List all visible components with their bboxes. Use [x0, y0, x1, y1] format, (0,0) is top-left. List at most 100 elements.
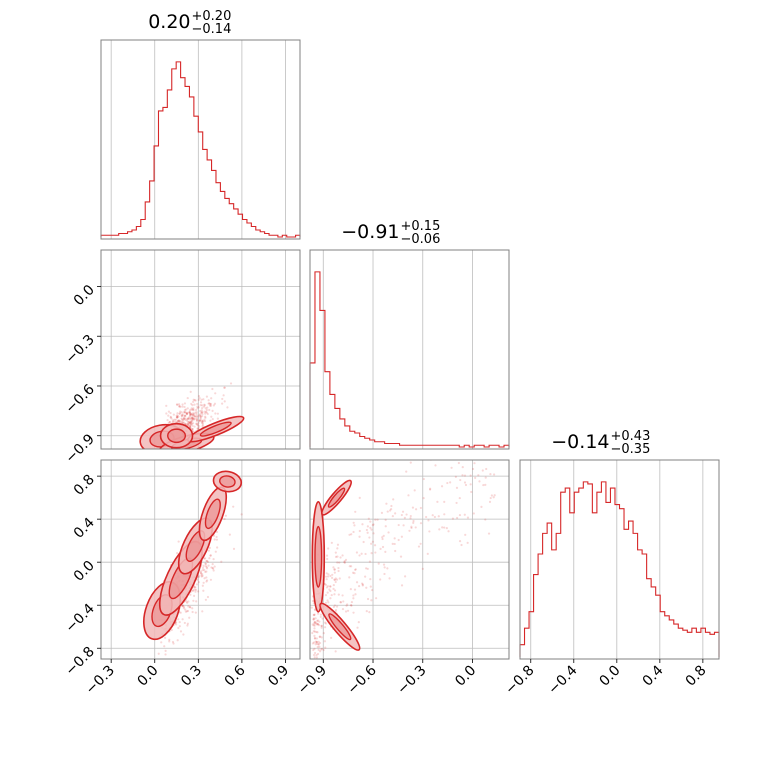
sample-point: [182, 421, 185, 424]
sample-point: [313, 608, 317, 611]
sample-point: [324, 601, 328, 604]
sample-point: [182, 633, 185, 636]
sample-point: [201, 420, 205, 423]
sample-point: [188, 424, 191, 427]
sample-point: [405, 513, 408, 516]
sample-point: [192, 409, 195, 412]
sample-point: [451, 517, 455, 520]
sample-point: [311, 623, 314, 626]
sample-point: [317, 624, 321, 627]
sample-point: [343, 561, 346, 564]
sample-point: [315, 623, 319, 626]
y-tick-label-2: −0.9: [62, 431, 97, 466]
sample-point: [410, 526, 413, 530]
sample-point: [380, 511, 384, 514]
sample-point: [370, 552, 373, 555]
sample-point: [318, 645, 321, 648]
sample-point: [209, 404, 213, 407]
title-value-2: −0.91: [341, 221, 399, 243]
sample-point: [191, 428, 194, 431]
sample-point: [211, 387, 214, 391]
sample-point: [333, 578, 336, 581]
sample-point: [203, 577, 206, 580]
sample-point: [188, 422, 191, 425]
sample-point: [201, 422, 204, 425]
histogram-1: [100, 61, 301, 238]
sample-point: [320, 626, 323, 629]
sample-point: [181, 413, 184, 417]
sample-point: [422, 497, 425, 500]
density-contour-inner: [219, 475, 236, 488]
sample-point: [325, 572, 328, 575]
sample-point: [178, 419, 181, 423]
sample-point: [197, 406, 200, 409]
sample-point: [352, 530, 355, 534]
sample-point: [326, 575, 330, 578]
sample-point: [384, 518, 387, 522]
sample-point: [224, 514, 227, 517]
sample-point: [335, 605, 339, 608]
sample-point: [349, 604, 353, 607]
sample-point: [312, 653, 316, 657]
sample-point: [209, 419, 212, 422]
x-tick-label-1: 0.0: [135, 663, 162, 690]
sample-point: [382, 563, 386, 566]
sample-point: [189, 606, 192, 609]
sample-point: [192, 589, 195, 592]
sample-point: [184, 418, 187, 421]
sample-point: [204, 570, 207, 574]
sample-point: [186, 417, 190, 420]
sample-point: [318, 635, 322, 638]
sample-point: [188, 411, 191, 414]
sample-point: [190, 422, 194, 425]
sample-point: [164, 649, 167, 652]
sample-point: [334, 580, 337, 584]
sample-point: [352, 611, 355, 614]
sample-point: [316, 645, 319, 649]
sample-point: [221, 402, 224, 405]
sample-point: [313, 627, 316, 630]
sample-point: [198, 419, 201, 422]
sample-point: [390, 504, 393, 508]
sample-point: [333, 604, 337, 607]
sample-point: [171, 640, 175, 644]
sample-point: [436, 500, 439, 503]
sample-point: [187, 421, 190, 424]
sample-point: [324, 583, 328, 586]
sample-point: [311, 599, 315, 603]
sample-point: [368, 611, 371, 614]
density-contour-inner: [199, 421, 232, 437]
sample-point: [333, 571, 336, 574]
sample-point: [449, 481, 452, 484]
sample-point: [182, 416, 186, 419]
sample-point: [196, 578, 199, 581]
sample-point: [313, 647, 316, 650]
sample-point: [200, 398, 203, 401]
sample-point: [208, 404, 212, 407]
sample-point: [177, 419, 180, 422]
sample-point: [407, 494, 410, 497]
sample-point: [334, 650, 337, 653]
sample-point: [181, 421, 185, 425]
sample-point: [369, 585, 372, 588]
sample-point: [330, 541, 333, 544]
sample-point: [201, 406, 204, 410]
sample-point: [344, 610, 348, 613]
sample-point: [372, 532, 375, 535]
sample-point: [458, 496, 461, 500]
sample-point: [431, 514, 434, 517]
sample-point: [203, 418, 206, 421]
sample-point: [207, 549, 210, 552]
sample-point: [341, 594, 344, 597]
sample-point: [185, 610, 189, 613]
sample-point: [447, 530, 450, 533]
sample-point: [174, 418, 177, 421]
sample-point: [202, 398, 205, 401]
sample-point: [209, 402, 212, 406]
sample-point: [358, 529, 361, 533]
sample-point: [327, 573, 330, 576]
sample-point: [339, 601, 342, 604]
sample-point: [311, 642, 315, 645]
sample-point: [369, 526, 372, 529]
sample-point: [204, 564, 207, 568]
